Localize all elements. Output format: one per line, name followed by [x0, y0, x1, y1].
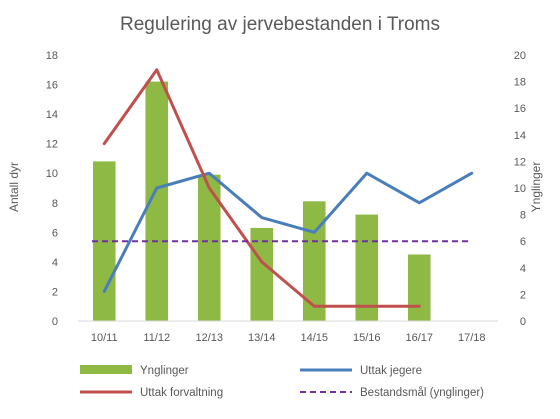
right-axis-ticks: 0 2 4 6 8 10 12 14 16 18 20	[514, 50, 526, 328]
bar-ynglinger-6	[407, 254, 431, 321]
x-tick-label: 12/13	[195, 332, 223, 344]
bar-ynglinger-3	[250, 227, 274, 321]
bar-series	[92, 81, 431, 321]
x-tick-label: 14/15	[300, 332, 328, 344]
legend-label-0: Ynglinger	[140, 365, 189, 377]
legend-label-1: Uttak jegere	[360, 365, 422, 377]
x-tick-label: 11/12	[143, 332, 170, 344]
left-tick-label: 4	[52, 257, 58, 269]
left-tick-label: 2	[52, 286, 58, 298]
x-tick-label: 13/14	[248, 332, 276, 344]
legend-label-3: Bestandsmål (ynglinger)	[360, 387, 484, 399]
left-tick-label: 8	[52, 198, 58, 210]
line-series	[92, 68, 474, 308]
line-series-2	[102, 68, 421, 308]
left-tick-label: 14	[46, 109, 58, 121]
line-series-1	[102, 171, 474, 293]
legend: Ynglinger Uttak jegere Uttak forvaltning Be…	[80, 365, 484, 399]
legend-swatch-0	[80, 365, 132, 374]
right-tick-label: 18	[514, 77, 526, 89]
x-axis-ticks: 10/11 11/12 12/13 13/14 14/15 15/16 16/17 17/18	[91, 332, 486, 344]
right-tick-label: 6	[520, 236, 526, 248]
right-tick-label: 0	[520, 316, 526, 328]
x-tick-label: 10/11	[91, 332, 118, 344]
right-tick-label: 12	[514, 156, 526, 168]
left-tick-label: 0	[52, 316, 58, 328]
left-axis-title: Antall dyr	[7, 162, 21, 212]
right-tick-label: 4	[520, 263, 526, 275]
left-tick-label: 12	[46, 139, 58, 151]
right-tick-label: 14	[514, 130, 526, 142]
left-tick-label: 16	[46, 80, 58, 92]
x-tick-label: 15/16	[353, 332, 381, 344]
legend-label-2: Uttak forvaltning	[140, 387, 223, 399]
left-axis-ticks: 0 2 4 6 8 10 12 14 16 18	[46, 50, 58, 328]
right-tick-label: 10	[514, 183, 526, 195]
bar-ynglinger-2	[197, 174, 221, 321]
left-tick-label: 6	[52, 227, 58, 239]
right-tick-label: 20	[514, 50, 526, 62]
chart-title: Regulering av jervebestanden i Troms	[120, 14, 440, 35]
x-tick-label: 16/17	[405, 332, 433, 344]
bar-ynglinger-1	[145, 81, 169, 321]
right-tick-label: 16	[514, 103, 526, 115]
x-tick-label: 17/18	[458, 332, 486, 344]
right-tick-label: 2	[520, 289, 526, 301]
left-tick-label: 18	[46, 50, 58, 62]
right-axis-title: Ynglinger	[529, 162, 543, 213]
bar-ynglinger-4	[302, 201, 326, 321]
left-tick-label: 10	[46, 168, 58, 180]
right-tick-label: 8	[520, 210, 526, 222]
